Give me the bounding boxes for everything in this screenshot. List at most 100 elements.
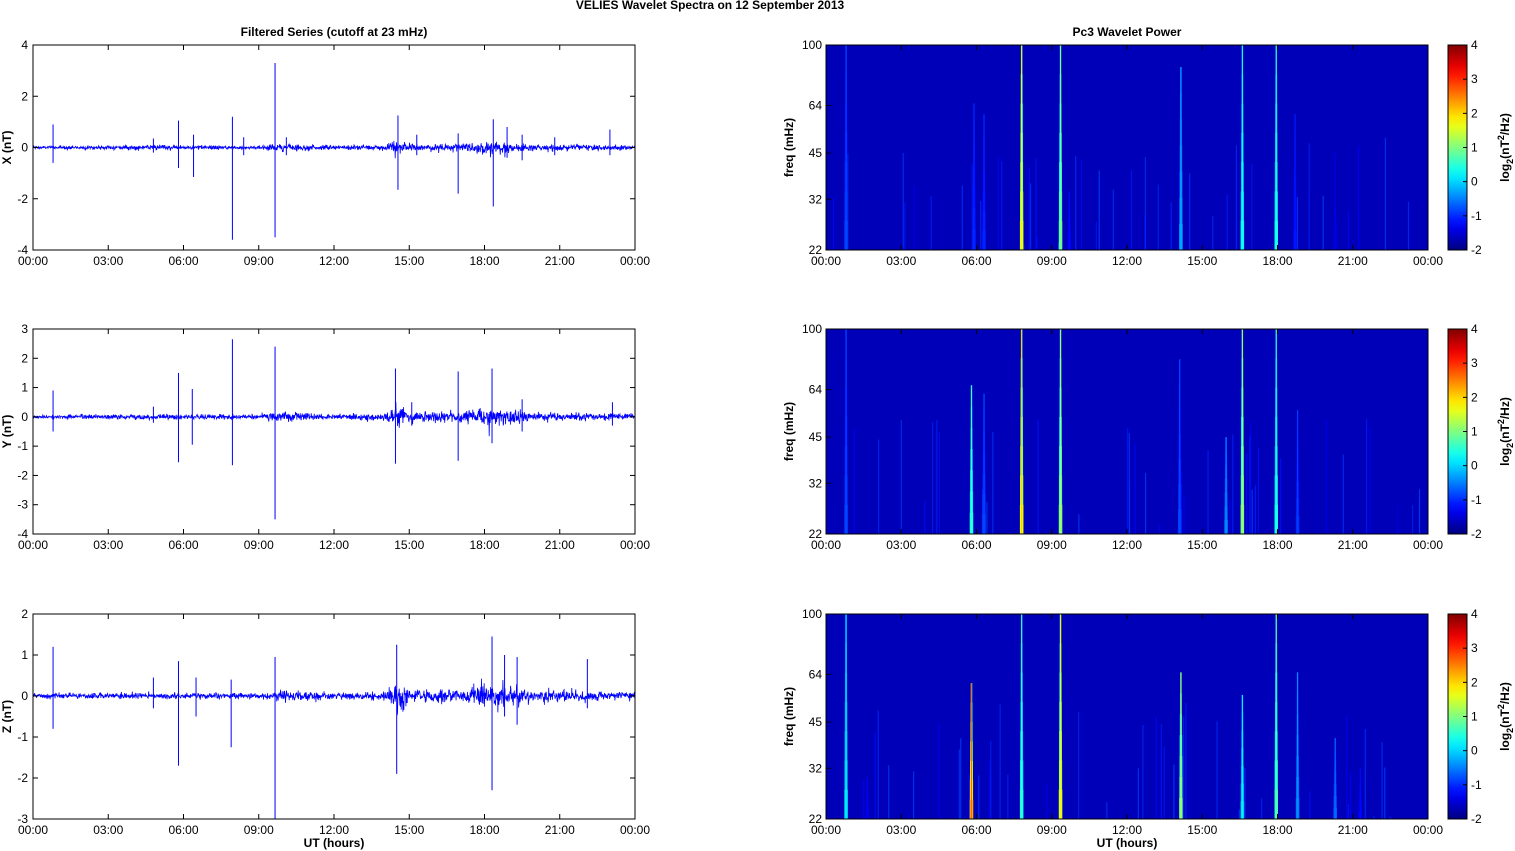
colorbar-tick-label: 3	[1471, 641, 1478, 655]
series-y-tick-label: -3	[17, 498, 28, 512]
series-x-tick-label: 12:00	[319, 823, 349, 837]
series-panel-y: -4 -3 -2 -1 0 1 2 3 00:00 03:00 06:00 09:00 12:00 15:…	[0, 322, 650, 552]
series-x-tick-label: 12:00	[319, 538, 349, 552]
series-panel-z: -3 -2 -1 0 1 2 00:00 03:00 06:00 09:00 12:00 15:00 1…	[0, 607, 650, 837]
wavelet-x-tick-label: 00:00	[1413, 254, 1443, 268]
series-x-tick-label: 00:00	[18, 254, 48, 268]
left-column-title: Filtered Series (cutoff at 23 mHz)	[241, 25, 428, 39]
series-y-tick-label: 0	[21, 141, 28, 155]
series-x-tick-label: 12:00	[319, 254, 349, 268]
wavelet-background	[826, 45, 1428, 250]
series-x-tick-label: 21:00	[545, 254, 575, 268]
wavelet-x-tick-label: 15:00	[1187, 538, 1217, 552]
wavelet-x-tick-label: 00:00	[1413, 538, 1443, 552]
wavelet-x-tick-label: 03:00	[886, 254, 916, 268]
wavelet-x-tick-label: 06:00	[961, 538, 991, 552]
wavelet-x-tick-label: 18:00	[1262, 538, 1292, 552]
series-x-tick-label: 03:00	[93, 254, 123, 268]
left-x-axis-label: UT (hours)	[304, 836, 365, 850]
colorbar-tick-label: -2	[1471, 243, 1482, 257]
series-x-tick-label: 00:00	[18, 538, 48, 552]
colorbar-tick-label: 4	[1471, 607, 1478, 621]
colorbar-tick-label: -1	[1471, 493, 1482, 507]
series-trace-z	[33, 678, 635, 716]
wavelet-x-tick-label: 00:00	[1413, 823, 1443, 837]
wavelet-y-axis-label: freq (mHz)	[782, 402, 796, 461]
wavelet-x-tick-label: 12:00	[1112, 254, 1142, 268]
colorbar-tick-label: 3	[1471, 356, 1478, 370]
series-y-tick-label: 2	[21, 607, 28, 621]
wavelet-y-tick-label: 64	[809, 98, 823, 112]
series-y-tick-label: -2	[17, 192, 28, 206]
series-y-tick-label: 1	[21, 381, 28, 395]
series-x-tick-label: 09:00	[244, 254, 274, 268]
wavelet-y-tick-label: 100	[802, 38, 822, 52]
colorbar-tick-label: 1	[1471, 710, 1478, 724]
wavelet-y-tick-label: 32	[809, 476, 823, 490]
series-x-tick-label: 18:00	[469, 254, 499, 268]
wavelet-y-tick-label: 100	[802, 607, 822, 621]
series-y-tick-label: 0	[21, 410, 28, 424]
colorbar-tick-label: 2	[1471, 106, 1478, 120]
series-x-tick-label: 18:00	[469, 823, 499, 837]
series-y-axis-label: Z (nT)	[0, 700, 14, 733]
series-y-tick-label: -1	[17, 730, 28, 744]
series-y-tick-label: -3	[17, 812, 28, 826]
wavelet-x-tick-label: 09:00	[1037, 538, 1067, 552]
series-x-tick-label: 06:00	[168, 254, 198, 268]
series-y-tick-label: -1	[17, 439, 28, 453]
series-plot-area	[33, 614, 635, 819]
wavelet-y-tick-label: 22	[809, 527, 823, 541]
series-panel-x: -4 -2 0 2 4 00:00 03:00 06:00 09:00 12:00 15:00 18:…	[0, 38, 650, 268]
wavelet-x-tick-label: 06:00	[961, 254, 991, 268]
series-x-tick-label: 15:00	[394, 254, 424, 268]
colorbar-tick-label: -1	[1471, 209, 1482, 223]
wavelet-x-tick-label: 12:00	[1112, 538, 1142, 552]
colorbar-tick-label: 1	[1471, 141, 1478, 155]
wavelet-x-tick-label: 00:00	[811, 538, 841, 552]
series-x-tick-label: 06:00	[168, 538, 198, 552]
series-x-tick-label: 21:00	[545, 538, 575, 552]
wavelet-y-tick-label: 22	[809, 812, 823, 826]
wavelet-x-tick-label: 03:00	[886, 823, 916, 837]
colorbar-tick-label: 4	[1471, 38, 1478, 52]
colorbar-tick-label: 2	[1471, 390, 1478, 404]
series-y-axis-label: X (nT)	[0, 131, 14, 165]
wavelet-y-tick-label: 100	[802, 322, 822, 336]
wavelet-x-tick-label: 21:00	[1338, 823, 1368, 837]
colorbar-tick-label: 4	[1471, 322, 1478, 336]
wavelet-x-tick-label: 18:00	[1262, 254, 1292, 268]
series-y-tick-label: 2	[21, 89, 28, 103]
series-x-tick-label: 06:00	[168, 823, 198, 837]
series-y-tick-label: 4	[21, 38, 28, 52]
wavelet-y-tick-label: 32	[809, 192, 823, 206]
colorbar-tick-label: -2	[1471, 527, 1482, 541]
wavelet-y-tick-label: 22	[809, 243, 823, 257]
colorbar-tick-label: 2	[1471, 675, 1478, 689]
series-x-tick-label: 09:00	[244, 823, 274, 837]
wavelet-x-tick-label: 00:00	[811, 823, 841, 837]
wavelet-x-tick-label: 06:00	[961, 823, 991, 837]
colorbar-label: log2(nT2/Hz)	[1496, 397, 1515, 466]
wavelet-x-tick-label: 21:00	[1338, 538, 1368, 552]
series-x-tick-label: 00:00	[620, 254, 650, 268]
series-x-tick-label: 00:00	[620, 823, 650, 837]
series-y-tick-label: -2	[17, 468, 28, 482]
wavelet-x-tick-label: 18:00	[1262, 823, 1292, 837]
figure-suptitle: VELIES Wavelet Spectra on 12 September 2…	[576, 0, 845, 12]
series-y-tick-label: 1	[21, 648, 28, 662]
series-y-axis-label: Y (nT)	[0, 415, 14, 449]
right-x-axis-label: UT (hours)	[1097, 836, 1158, 850]
colorbar-tick-label: -2	[1471, 812, 1482, 826]
wavelet-x-tick-label: 12:00	[1112, 823, 1142, 837]
wavelet-y-axis-label: freq (mHz)	[782, 687, 796, 746]
colorbar-tick-label: 0	[1471, 175, 1478, 189]
colorbar-tick-label: 1	[1471, 425, 1478, 439]
series-x-tick-label: 18:00	[469, 538, 499, 552]
series-y-tick-label: 3	[21, 322, 28, 336]
series-x-tick-label: 00:00	[620, 538, 650, 552]
colorbar-tick-label: -1	[1471, 778, 1482, 792]
